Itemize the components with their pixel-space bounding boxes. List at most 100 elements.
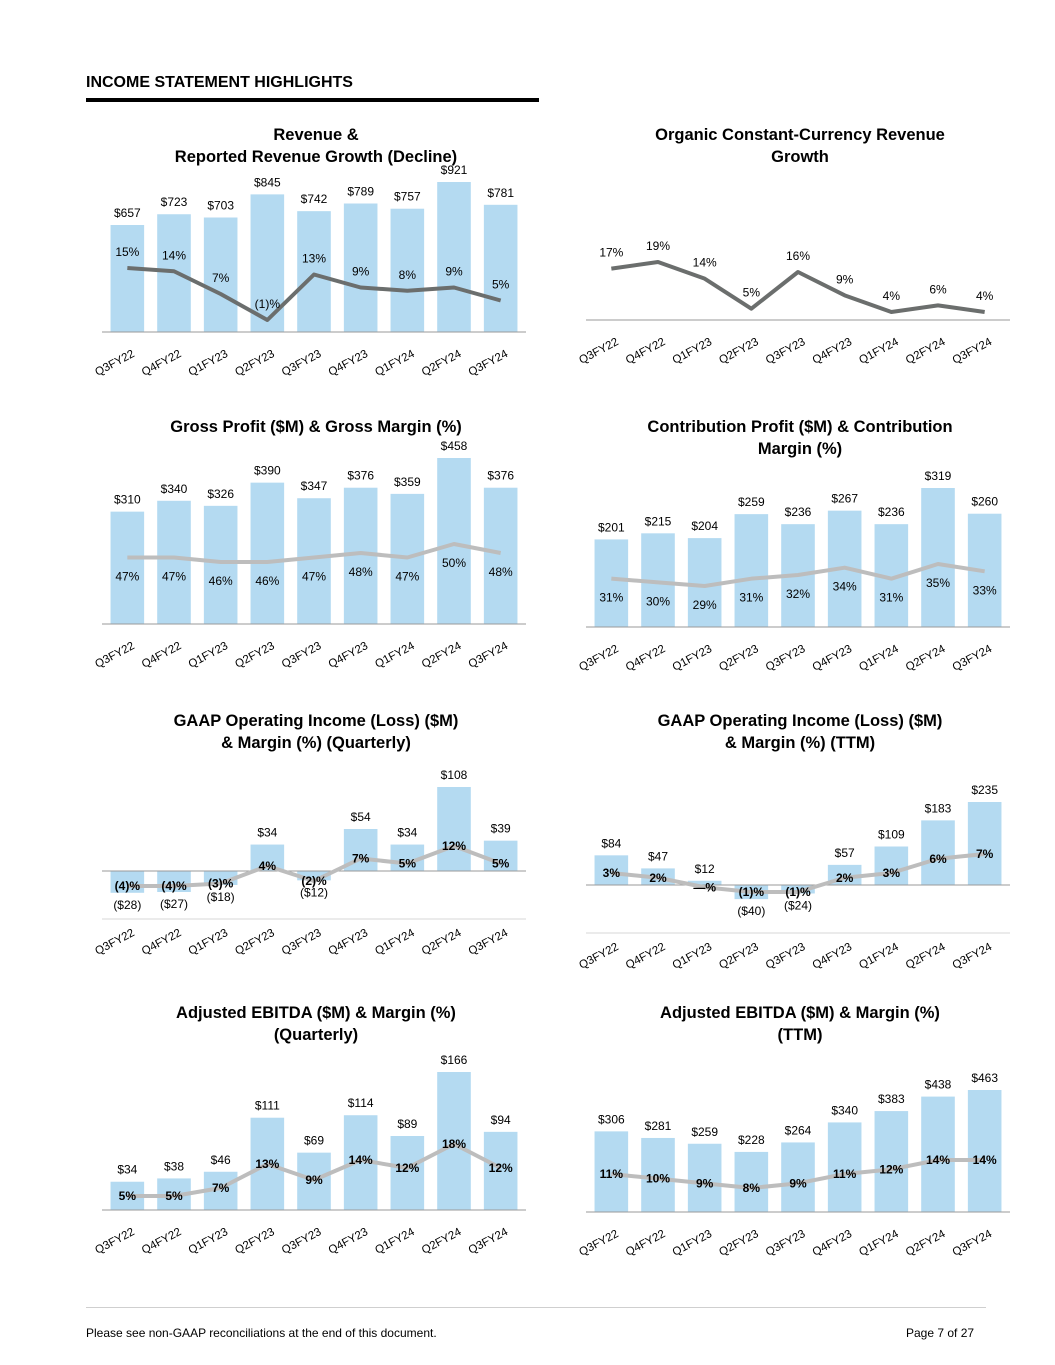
header-underline	[86, 98, 539, 102]
x-tick-label: Q1FY24	[857, 1228, 901, 1259]
bar	[594, 539, 629, 627]
x-tick-label: Q2FY23	[717, 1228, 760, 1259]
bar	[594, 1131, 629, 1212]
chart-title: Growth	[771, 148, 829, 166]
x-tick-label: Q1FY24	[857, 941, 901, 972]
line-value-label: 4%	[259, 859, 277, 873]
series-line	[611, 852, 985, 894]
bar	[874, 846, 909, 885]
chart-gaap-oi-quarterly: GAAP Operating Income (Loss) ($M) & Margi…	[86, 706, 546, 996]
chart-title: Revenue &	[273, 126, 358, 144]
x-tick-label: Q3FY24	[467, 927, 511, 958]
line-value-label: 7%	[976, 847, 994, 861]
bar-value-label: $264	[785, 1123, 812, 1137]
bar	[110, 224, 145, 332]
chart-svg: Contribution Profit ($M) & Contribution M…	[577, 418, 1010, 674]
x-tick-label: Q3FY22	[577, 941, 620, 972]
series-line	[127, 266, 502, 322]
x-tick-label: Q2FY23	[233, 1226, 276, 1257]
bar	[343, 203, 378, 332]
x-tick-label: Q3FY24	[467, 348, 511, 379]
bar-value-label: $376	[347, 469, 374, 483]
bar-value-label: $340	[831, 1103, 858, 1117]
line-value-label: 35%	[926, 576, 950, 590]
bar	[203, 505, 238, 624]
bar-value-label: $789	[347, 184, 374, 198]
chart-title: & Margin (%) (Quarterly)	[221, 734, 411, 752]
bar-value-label: ($28)	[113, 898, 141, 912]
bar-value-label: ($24)	[784, 898, 812, 912]
line-value-label: 47%	[395, 570, 419, 584]
x-tick-label: Q3FY23	[280, 927, 323, 958]
line-value-label: 12%	[442, 839, 466, 853]
line-value-label: 12%	[879, 1162, 903, 1176]
x-tick-label: Q2FY24	[904, 643, 948, 674]
line-value-label: 9%	[352, 265, 370, 279]
bar-value-label: $57	[835, 846, 855, 860]
bar-value-label: $310	[114, 493, 141, 507]
bar	[483, 487, 518, 624]
line-value-label: 8%	[399, 268, 417, 282]
line-value-label: 11%	[833, 1167, 857, 1181]
chart-title: Adjusted EBITDA ($M) & Margin (%)	[176, 1004, 456, 1022]
line-value-label: (4)%	[115, 879, 141, 893]
bar-value-label: $38	[164, 1159, 184, 1173]
bar-value-label: ($27)	[160, 897, 188, 911]
bar	[967, 1090, 1002, 1212]
chart-adj-ebitda-ttm: Adjusted EBITDA ($M) & Margin (%) (TTM) $3…	[570, 998, 1030, 1288]
line-value-label: 48%	[349, 565, 373, 579]
chart-title: Organic Constant-Currency Revenue	[655, 126, 945, 144]
x-tick-label: Q3FY24	[467, 1226, 511, 1257]
bar	[203, 217, 238, 332]
x-tick-label: Q3FY23	[764, 941, 807, 972]
bar	[874, 1111, 909, 1212]
bar-value-label: $12	[695, 862, 715, 876]
line-value-label: 2%	[649, 871, 667, 885]
bar-value-label: $108	[441, 768, 468, 782]
bar-value-label: $281	[645, 1119, 672, 1133]
bar-value-label: $383	[878, 1092, 905, 1106]
bar-value-label: $109	[878, 828, 905, 842]
line-value-label: 14%	[973, 1153, 997, 1167]
chart-svg: Adjusted EBITDA ($M) & Margin (%) (TTM) $3…	[577, 1004, 1010, 1259]
x-tick-label: Q4FY23	[327, 640, 370, 671]
chart-title: Contribution Profit ($M) & Contribution	[647, 418, 952, 436]
bar	[483, 840, 518, 871]
bar-value-label: $359	[394, 475, 421, 489]
x-tick-label: Q2FY24	[904, 336, 948, 367]
bar	[921, 820, 955, 885]
chart-svg: Adjusted EBITDA ($M) & Margin (%) (Quarte…	[93, 1004, 526, 1257]
x-tick-label: Q3FY22	[93, 640, 136, 671]
bar	[297, 498, 331, 624]
line-value-label: (2)%	[301, 874, 327, 888]
line-value-label: 50%	[442, 556, 466, 570]
x-tick-label: Q4FY23	[327, 927, 370, 958]
chart-title: GAAP Operating Income (Loss) ($M)	[174, 712, 459, 730]
line-value-label: 31%	[599, 591, 623, 605]
line-value-label: 9%	[836, 272, 854, 286]
line-value-label: 47%	[115, 570, 139, 584]
chart-svg: GAAP Operating Income (Loss) ($M) & Margi…	[577, 712, 1010, 972]
x-tick-label: Q3FY23	[764, 643, 807, 674]
x-tick-label: Q4FY23	[811, 941, 854, 972]
bar	[297, 871, 331, 881]
bar-value-label: $183	[925, 801, 952, 815]
bar	[734, 514, 769, 627]
bar-value-label: $742	[301, 192, 328, 206]
line-value-label: 31%	[739, 591, 763, 605]
x-tick-label: Q4FY22	[140, 640, 183, 671]
footer-note: Please see non-GAAP reconciliations at t…	[86, 1326, 437, 1340]
bar	[250, 482, 285, 624]
bar-value-label: $723	[161, 195, 188, 209]
line-value-label: 10%	[646, 1172, 670, 1186]
x-tick-label: Q2FY23	[233, 640, 276, 671]
line-value-label: 14%	[162, 248, 186, 262]
x-tick-label: Q1FY23	[671, 336, 714, 367]
x-tick-label: Q1FY24	[373, 927, 417, 958]
chart-title: & Margin (%) (TTM)	[725, 734, 875, 752]
line-value-label: —%	[693, 880, 716, 894]
bar-value-label: $111	[255, 1099, 280, 1113]
bar-value-label: $34	[257, 826, 277, 840]
line-value-label: (1)%	[255, 297, 281, 311]
x-tick-label: Q1FY23	[187, 1226, 230, 1257]
